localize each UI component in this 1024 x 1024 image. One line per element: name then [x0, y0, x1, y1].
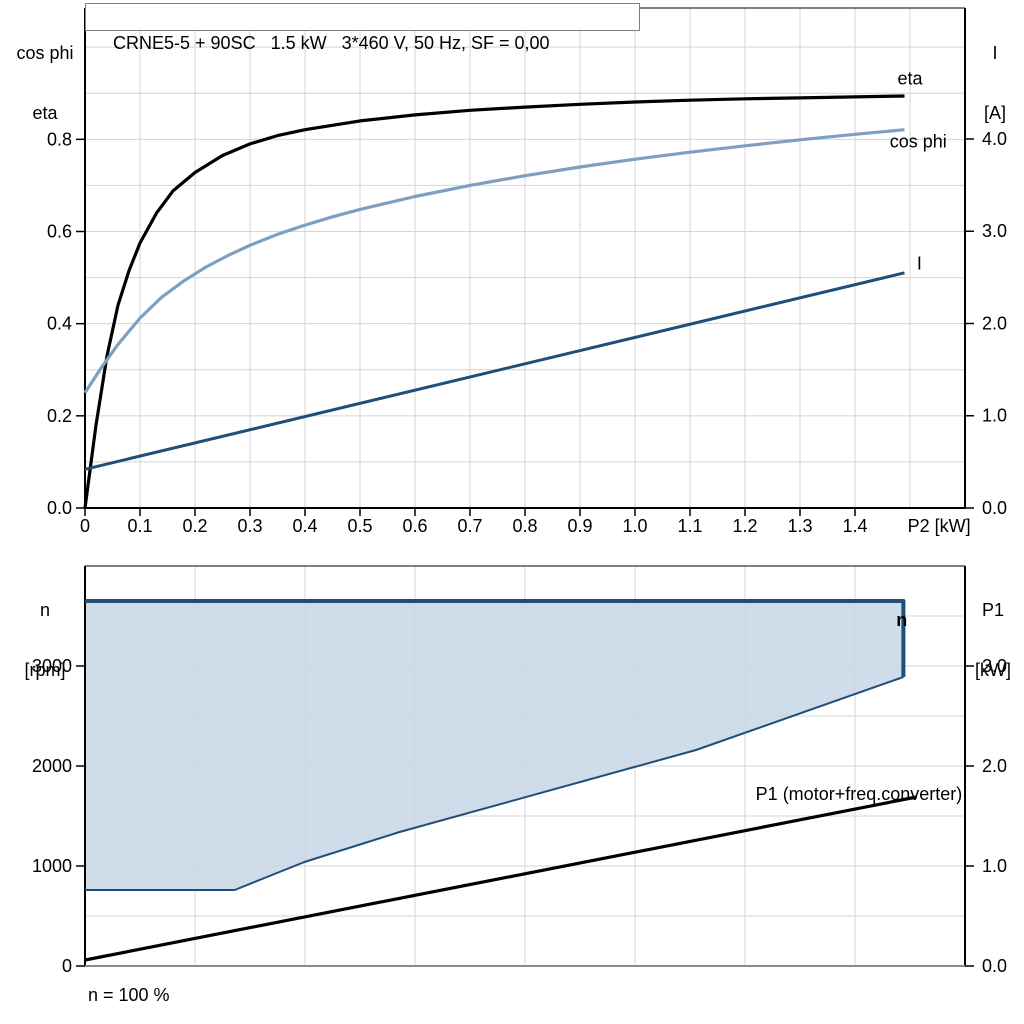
x-tick-label: 0.3: [237, 516, 262, 536]
right-axis-header-bottom-line1: P1: [981, 600, 1005, 620]
left-tick-label: 0.2: [47, 406, 72, 426]
left-axis-header-line2: eta: [32, 103, 58, 123]
right-tick-label: 2.0: [982, 313, 1007, 333]
series-n-operating-region: [85, 601, 904, 890]
left-tick-label: 0.6: [47, 222, 72, 242]
x-tick-label: 0.5: [347, 516, 372, 536]
right-tick-label: 3.0: [982, 221, 1007, 241]
series-eta: [83, 94, 905, 509]
x-tick-label: 1.2: [732, 516, 757, 536]
x-tick-label: 1.4: [842, 516, 867, 536]
series-cos-phi: [83, 128, 905, 394]
left-axis-header-bottom-line1: n: [39, 600, 50, 620]
series-p1: [84, 795, 917, 962]
right-tick-label: 1.0: [982, 856, 1007, 876]
series-label-current: I: [917, 254, 922, 274]
x-tick-label: 0.8: [512, 516, 537, 536]
right-tick-label: 3.0: [982, 656, 1007, 676]
right-tick-label: 4.0: [982, 129, 1007, 149]
left-axis-header-top: cos phi eta: [5, 3, 85, 163]
left-axis-header-bottom: n [rpm]: [5, 560, 85, 720]
left-axis-header-bottom-line2: [rpm]: [24, 660, 66, 680]
series-label-eta: eta: [897, 69, 923, 89]
left-axis-header-line1: cos phi: [16, 43, 74, 63]
x-tick-label: 0: [80, 516, 90, 536]
right-tick-label: 2.0: [982, 756, 1007, 776]
x-tick-label: 0.6: [402, 516, 427, 536]
x-tick-label: 0.4: [292, 516, 317, 536]
right-tick-label: 1.0: [982, 406, 1007, 426]
series-label-n-max: n: [896, 610, 907, 630]
series-current: [84, 271, 905, 471]
x-tick-label: 1.3: [787, 516, 812, 536]
left-tick-label: 2000: [32, 756, 72, 776]
right-tick-label: 0.0: [982, 956, 1007, 976]
left-tick-label: 1000: [32, 856, 72, 876]
left-tick-label: 0.8: [47, 129, 72, 149]
x-tick-label: 0.7: [457, 516, 482, 536]
series-label-p1: P1 (motor+freq.converter): [756, 784, 963, 804]
x-tick-label: 1.0: [622, 516, 647, 536]
chart-title-box: CRNE5-5 + 90SC 1.5 kW 3*460 V, 50 Hz, SF…: [85, 3, 640, 53]
right-axis-header-bottom-line2: [kW]: [975, 660, 1011, 680]
series-label-cos-phi: cos phi: [890, 132, 947, 152]
left-tick-label: 0: [62, 956, 72, 976]
chart-title: CRNE5-5 + 90SC 1.5 kW 3*460 V, 50 Hz, SF…: [113, 33, 550, 53]
left-tick-label: 0.4: [47, 314, 72, 334]
right-tick-label: 0.0: [982, 498, 1007, 518]
right-axis-header-line1: I: [992, 43, 998, 63]
x-axis-label: P2 [kW]: [908, 516, 971, 536]
right-axis-header-line2: [A]: [983, 103, 1006, 123]
right-axis-header-top: I [A]: [970, 3, 1020, 163]
x-tick-label: 1.1: [677, 516, 702, 536]
x-tick-label: 0.2: [182, 516, 207, 536]
x-tick-label: 0.9: [567, 516, 592, 536]
left-tick-label: 0.0: [47, 498, 72, 518]
x-tick-label: 0.1: [127, 516, 152, 536]
series-n-max: [85, 599, 906, 677]
speed-percentage-note: n = 100 %: [88, 985, 170, 1005]
right-axis-header-bottom: P1 [kW]: [964, 560, 1022, 720]
left-tick-label: 3000: [32, 656, 72, 676]
series-n-min: [85, 676, 904, 891]
